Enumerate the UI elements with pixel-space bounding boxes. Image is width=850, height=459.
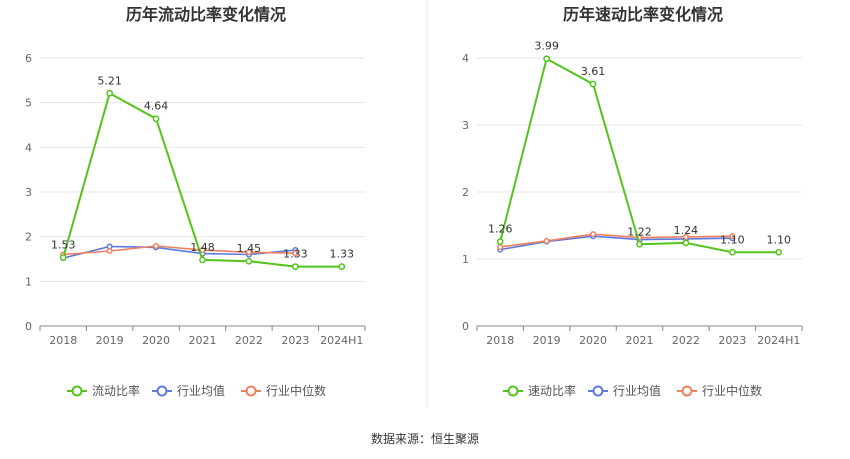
x-tick-label: 2023 <box>281 334 309 347</box>
legend-item: 速动比率 <box>503 383 576 398</box>
legend-label: 流动比率 <box>92 383 140 398</box>
y-tick-label: 6 <box>25 52 32 65</box>
chart-title: 历年速动比率变化情况 <box>563 5 723 24</box>
y-tick-label: 2 <box>462 186 469 199</box>
data-label: 1.53 <box>51 239 76 252</box>
data-point <box>338 263 346 270</box>
data-point <box>590 231 597 238</box>
legend-swatch-marker <box>71 385 83 397</box>
data-point <box>497 243 504 250</box>
legend-item: 流动比率 <box>67 383 140 398</box>
data-point <box>682 239 690 247</box>
legend-swatch-marker <box>592 385 604 397</box>
data-label: 1.26 <box>488 223 513 236</box>
x-tick-label: 2021 <box>189 334 217 347</box>
y-tick-label: 2 <box>25 231 32 244</box>
x-tick-label: 2021 <box>626 334 654 347</box>
data-label: 3.99 <box>534 40 559 53</box>
quick-ratio-chart: 历年速动比率变化情况 0 1 2 3 4 2018 2019 2020 2021 2022 2023 2… <box>462 5 803 398</box>
y-tick-label: 0 <box>462 320 469 333</box>
data-label: 3.61 <box>581 65 606 78</box>
x-tick-label: 2020 <box>142 334 170 347</box>
data-point <box>292 263 299 270</box>
legend-item: 行业中位数 <box>241 383 326 398</box>
y-tick-label: 5 <box>25 97 32 110</box>
data-point <box>153 242 160 250</box>
legend-label: 行业中位数 <box>266 383 326 398</box>
y-tick-label: 3 <box>462 119 469 132</box>
data-point <box>775 248 783 256</box>
data-label: 4.64 <box>144 100 169 113</box>
x-tick-label: 2019 <box>533 334 561 347</box>
data-point <box>245 257 253 265</box>
legend-item: 行业均值 <box>588 383 661 398</box>
current-ratio-chart: 历年流动比率变化情况 0 1 2 3 4 5 6 2018 2019 2020 2021 2022 202… <box>25 5 366 398</box>
x-tick-label: 2019 <box>96 334 124 347</box>
data-point <box>589 80 597 88</box>
x-tick-label: 2022 <box>672 334 700 347</box>
legend-swatch-marker <box>156 385 168 397</box>
y-tick-label: 4 <box>462 52 469 65</box>
data-point <box>496 238 504 245</box>
chart-title: 历年流动比率变化情况 <box>126 5 286 24</box>
data-point <box>245 249 252 256</box>
legend-label: 行业均值 <box>177 383 225 398</box>
legend-item: 行业均值 <box>152 383 225 398</box>
series-line-1 <box>63 245 296 259</box>
data-label: 1.22 <box>627 225 652 238</box>
data-point <box>729 233 736 240</box>
series-line-2 <box>63 245 296 256</box>
series-line-1 <box>500 235 733 251</box>
data-point <box>543 55 550 63</box>
x-tick-label: 2020 <box>579 334 607 347</box>
data-point <box>106 89 113 97</box>
data-label: 1.33 <box>283 248 308 261</box>
data-point <box>199 256 206 264</box>
legend-label: 速动比率 <box>528 383 576 398</box>
data-point <box>682 233 689 240</box>
x-tick-label: 2022 <box>235 334 263 347</box>
series-line-0 <box>499 57 779 254</box>
legend-label: 行业均值 <box>613 383 661 398</box>
y-tick-label: 4 <box>25 141 32 154</box>
x-tick-label: 2018 <box>486 334 514 347</box>
data-label: 1.10 <box>720 233 745 246</box>
data-point <box>152 115 160 123</box>
x-tick-label: 2018 <box>49 334 77 347</box>
legend-swatch-marker <box>681 385 693 397</box>
data-point <box>292 250 299 257</box>
x-tick-label: 2023 <box>718 334 746 347</box>
data-point <box>543 237 550 244</box>
data-label: 1.24 <box>674 224 699 237</box>
legend-swatch-marker <box>245 385 257 397</box>
x-tick-label: 2024H1 <box>320 334 363 347</box>
data-label: 1.45 <box>237 242 262 255</box>
y-tick-label: 0 <box>25 320 32 333</box>
legend-item: 行业中位数 <box>677 383 762 398</box>
data-label: 1.33 <box>330 248 355 261</box>
y-tick-label: 1 <box>25 275 32 288</box>
data-point <box>729 248 736 256</box>
data-label: 5.21 <box>97 74 122 87</box>
series-line-2 <box>500 233 733 248</box>
y-tick-label: 1 <box>462 253 469 266</box>
data-point <box>59 254 67 262</box>
legend-swatch-marker <box>507 385 519 397</box>
x-tick-label: 2024H1 <box>757 334 800 347</box>
data-label: 1.48 <box>190 241 215 254</box>
data-label: 1.10 <box>767 233 792 246</box>
data-point <box>106 247 113 255</box>
data-source-label: 数据来源：恒生聚源 <box>371 431 479 446</box>
y-tick-label: 3 <box>25 186 32 199</box>
legend-label: 行业中位数 <box>702 383 762 398</box>
data-point <box>636 240 643 248</box>
